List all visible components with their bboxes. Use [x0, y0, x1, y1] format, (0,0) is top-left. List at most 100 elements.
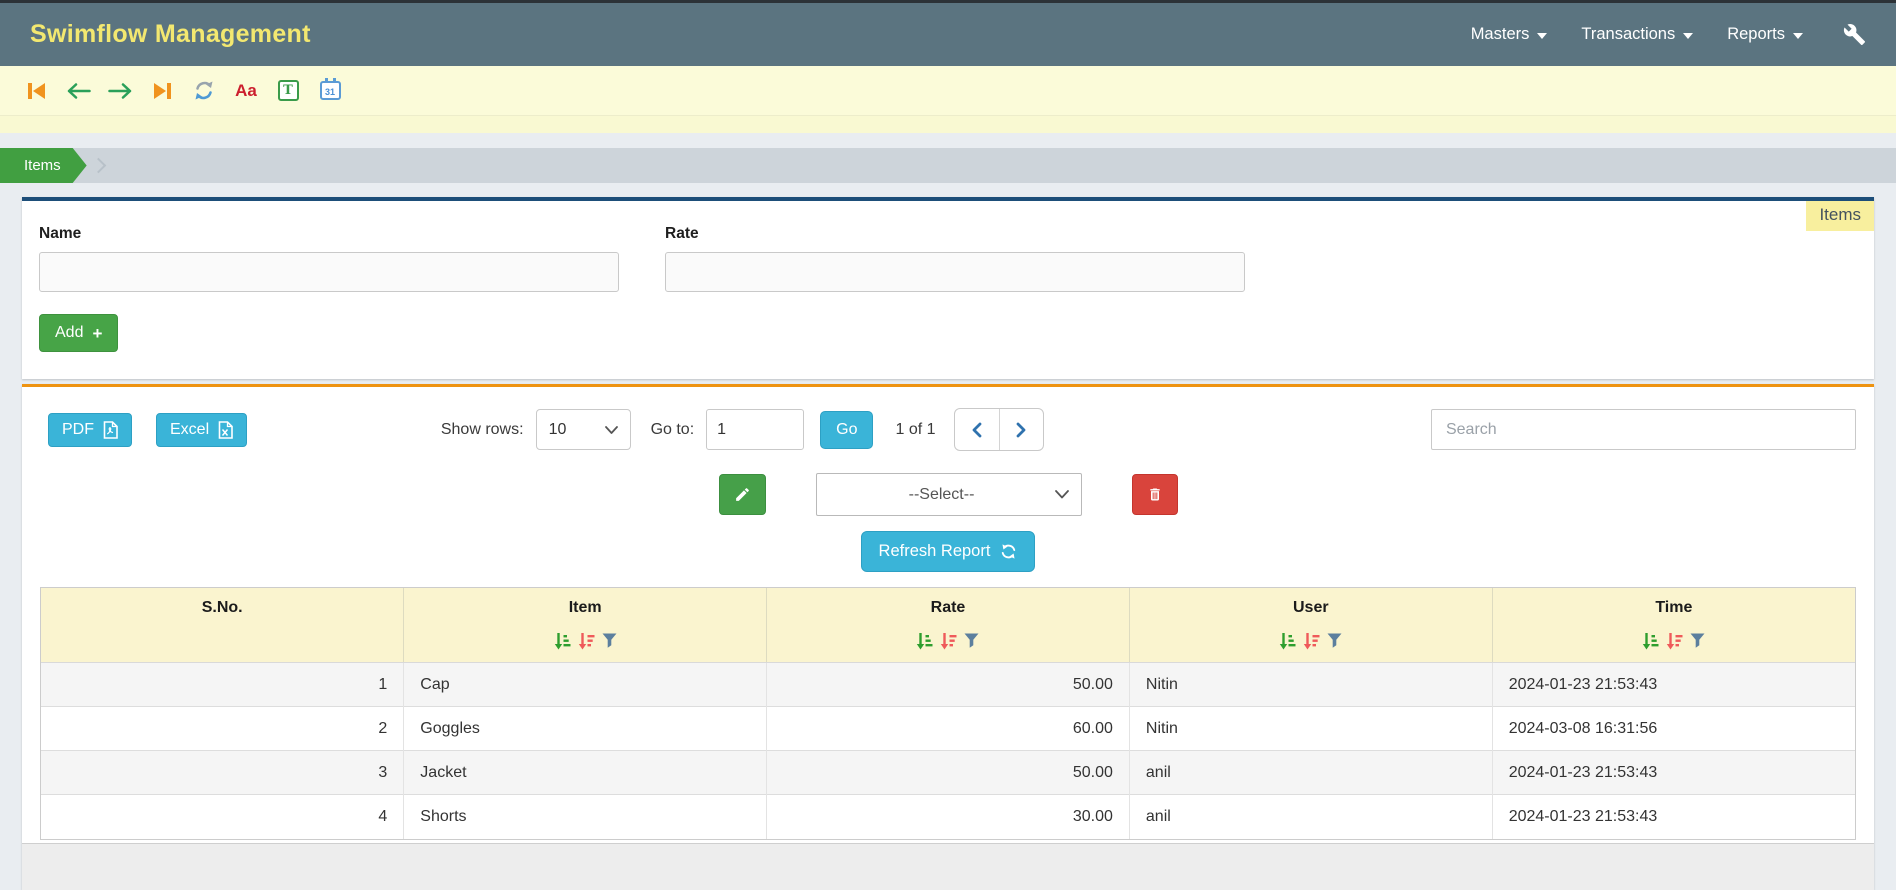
calendar-icon[interactable]: 31: [316, 78, 344, 104]
settings-wrench-icon[interactable]: [1843, 23, 1866, 46]
show-rows-value: 10: [548, 420, 567, 438]
export-buttons: PDF Excel: [48, 412, 248, 447]
grid-footer: [22, 842, 1874, 890]
items-grid-panel: PDF Excel Show rows: 10 Go to: Go 1 of 1: [22, 384, 1874, 890]
excel-button-label: Excel: [170, 420, 210, 438]
page-status: 1 of 1: [895, 420, 936, 438]
next-arrow-icon[interactable]: [106, 78, 134, 104]
nav-reports-label: Reports: [1727, 25, 1785, 43]
name-field-group: Name: [39, 225, 619, 292]
sort-asc-icon[interactable]: [916, 632, 933, 650]
font-size-icon[interactable]: Aa: [235, 80, 257, 100]
add-item-panel: Items Name Rate Add +: [22, 197, 1874, 379]
show-rows-label: Show rows:: [440, 420, 524, 438]
add-button-label: Add: [55, 324, 84, 341]
first-page-icon[interactable]: [22, 78, 50, 104]
cell-rate: 50.00: [766, 750, 1130, 795]
form-row: Name Rate: [39, 225, 1856, 292]
refresh-report-button[interactable]: Refresh Report: [860, 531, 1036, 572]
search-input[interactable]: [1430, 409, 1856, 450]
chevron-right-icon: [1016, 422, 1025, 437]
cell-rate: 60.00: [766, 706, 1130, 751]
cell-sno: 1: [41, 662, 405, 707]
bulk-select-value: --Select--: [908, 485, 975, 503]
next-page-button[interactable]: [998, 409, 1043, 450]
edit-button[interactable]: [718, 474, 766, 515]
excel-file-icon: [218, 420, 233, 439]
sort-asc-icon[interactable]: [554, 632, 571, 650]
filter-icon[interactable]: [602, 633, 617, 649]
nav-reports[interactable]: Reports: [1727, 25, 1803, 44]
bulk-select[interactable]: --Select--: [815, 473, 1082, 516]
cell-sno: 2: [41, 706, 405, 751]
filter-icon[interactable]: [1690, 633, 1705, 649]
panel-title-badge: Items: [1806, 201, 1874, 231]
previous-arrow-icon[interactable]: [64, 78, 92, 104]
icon-toolbar: Aa T 31: [0, 66, 1896, 116]
show-rows-select[interactable]: 10: [535, 409, 631, 450]
pdf-file-icon: [103, 420, 118, 439]
pager-group: [953, 408, 1044, 451]
refresh-icon: [1002, 544, 1016, 559]
breadcrumb-items[interactable]: Items: [0, 148, 87, 183]
filter-icon[interactable]: [964, 633, 979, 649]
goto-page-input[interactable]: [706, 409, 805, 450]
cell-item: Shorts: [403, 794, 768, 839]
cell-item: Jacket: [403, 750, 768, 795]
main-nav: Masters Transactions Reports: [1471, 23, 1866, 46]
cell-rate: 50.00: [766, 662, 1130, 707]
excel-export-button[interactable]: Excel: [156, 412, 248, 447]
app-header: Swimflow Management Masters Transactions…: [0, 3, 1896, 66]
chevron-down-icon: [1683, 32, 1694, 39]
name-input[interactable]: [39, 252, 619, 292]
rate-label: Rate: [665, 225, 699, 242]
filter-icon[interactable]: [1327, 633, 1342, 649]
cell-user: Nitin: [1129, 662, 1493, 707]
breadcrumb-chevron-icon: [90, 157, 106, 174]
goto-label: Go to:: [650, 420, 695, 438]
sort-asc-icon[interactable]: [1642, 632, 1659, 650]
cell-sno: 3: [41, 750, 405, 795]
items-table: S.No. Item Rate: [40, 587, 1856, 840]
sort-desc-icon[interactable]: [940, 632, 957, 650]
cell-sno: 4: [41, 794, 405, 839]
sort-desc-icon[interactable]: [1666, 632, 1683, 650]
pencil-icon: [735, 488, 749, 501]
cell-time: 2024-01-23 21:53:43: [1492, 662, 1855, 707]
table-row[interactable]: 4 Shorts 30.00 anil 2024-01-23 21:53:43: [41, 794, 1855, 839]
col-rate[interactable]: Rate: [766, 588, 1130, 663]
bulk-action-row: --Select--: [22, 473, 1874, 516]
top-strip: [0, 0, 1896, 3]
refresh-icon[interactable]: [190, 78, 218, 104]
pdf-button-label: PDF: [62, 420, 94, 438]
chevron-left-icon: [972, 422, 982, 437]
last-page-icon[interactable]: [148, 78, 176, 104]
grid-controls: PDF Excel Show rows: 10 Go to: Go 1 of 1: [22, 387, 1874, 455]
chevron-down-icon: [604, 425, 618, 434]
add-button[interactable]: Add +: [39, 314, 119, 352]
go-button[interactable]: Go: [820, 410, 874, 449]
col-user[interactable]: User: [1129, 588, 1493, 663]
rate-input[interactable]: [665, 252, 1245, 292]
col-sno[interactable]: S.No.: [41, 588, 405, 663]
table-row[interactable]: 2 Goggles 60.00 Nitin 2024-03-08 16:31:5…: [41, 706, 1855, 751]
cell-time: 2024-03-08 16:31:56: [1492, 706, 1855, 751]
text-style-icon[interactable]: T: [274, 78, 302, 104]
nav-masters[interactable]: Masters: [1471, 25, 1548, 44]
table-row[interactable]: 1 Cap 50.00 Nitin 2024-01-23 21:53:43: [41, 662, 1855, 707]
chevron-down-icon: [1054, 490, 1069, 499]
col-time[interactable]: Time: [1492, 588, 1855, 663]
sort-asc-icon[interactable]: [1279, 632, 1296, 650]
nav-transactions[interactable]: Transactions: [1581, 25, 1694, 44]
pdf-export-button[interactable]: PDF: [48, 412, 132, 447]
col-item[interactable]: Item: [403, 588, 768, 663]
table-row[interactable]: 3 Jacket 50.00 anil 2024-01-23 21:53:43: [41, 750, 1855, 795]
sort-desc-icon[interactable]: [1303, 632, 1320, 650]
chevron-down-icon: [1793, 32, 1803, 39]
prev-page-button[interactable]: [955, 409, 999, 450]
cell-user: anil: [1129, 750, 1493, 795]
sort-desc-icon[interactable]: [578, 632, 595, 650]
delete-button[interactable]: [1131, 474, 1178, 515]
cell-item: Cap: [403, 662, 768, 707]
